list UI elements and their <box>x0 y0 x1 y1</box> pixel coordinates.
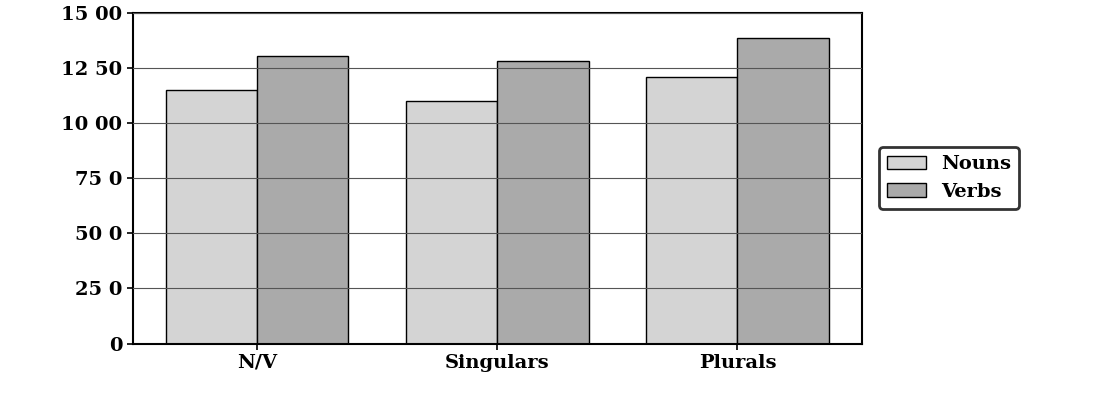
Bar <box>646 77 737 344</box>
Bar <box>737 38 829 344</box>
Bar <box>257 56 348 344</box>
Bar <box>406 101 497 344</box>
Bar <box>497 61 589 344</box>
Legend: Nouns, Verbs: Nouns, Verbs <box>878 147 1019 209</box>
Bar <box>166 90 257 344</box>
